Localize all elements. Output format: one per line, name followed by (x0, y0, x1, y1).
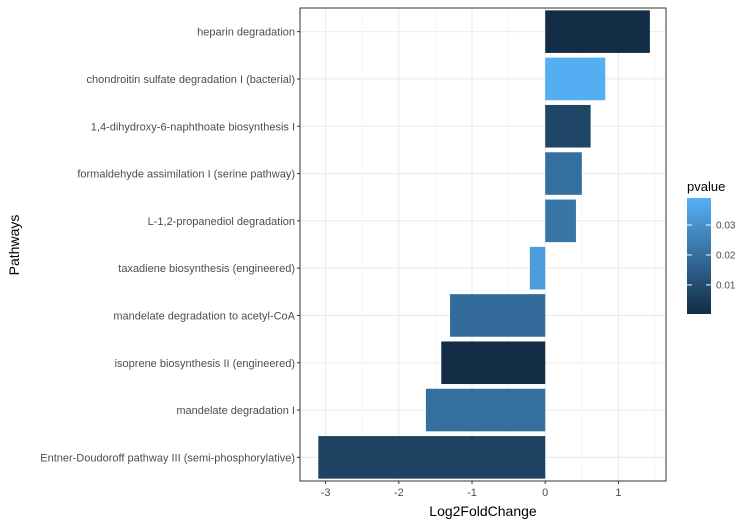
bar (545, 152, 582, 195)
bar (529, 246, 546, 290)
bar (545, 10, 650, 53)
y-tick-label: mandelate degradation I (176, 405, 295, 417)
x-tick-label: 0 (542, 487, 548, 499)
y-tick-label: Entner-Doudoroff pathway III (semi-phosp… (40, 452, 295, 464)
legend: pvalue 0.01 0.02 0.03 (687, 179, 736, 314)
bar (441, 341, 546, 385)
bar (318, 436, 546, 479)
legend-title: pvalue (687, 179, 725, 194)
plot-border (299, 7, 667, 482)
y-axis-title: Pathways (6, 215, 22, 276)
x-axis-title: Log2FoldChange (429, 503, 537, 519)
y-tick-label: mandelate degradation to acetyl-CoA (113, 310, 295, 322)
x-tick-label: -3 (321, 487, 331, 499)
x-tick-label: 1 (615, 487, 621, 499)
x-axis: -3 -2 -1 0 1 (321, 481, 621, 499)
bar (545, 57, 606, 101)
y-tick-label: chondroitin sulfate degradation I (bacte… (86, 74, 295, 86)
bar (545, 104, 591, 148)
y-tick-label: formaldehyde assimilation I (serine path… (77, 169, 295, 181)
legend-tick-label: 0.03 (716, 220, 736, 231)
bar (425, 388, 546, 432)
bar (545, 199, 576, 243)
y-tick-label: L-1,2-propanediol degradation (148, 216, 295, 228)
x-tick-label: -1 (467, 487, 477, 499)
y-tick-label: taxadiene biosynthesis (engineered) (118, 263, 295, 275)
legend-tick-label: 0.01 (716, 280, 736, 291)
legend-colorbar (687, 198, 711, 314)
x-tick-label: -2 (394, 487, 404, 499)
y-tick-label: isoprene biosynthesis II (engineered) (115, 358, 295, 370)
y-axis: heparin degradation chondroitin sulfate d… (40, 27, 300, 464)
y-tick-label: heparin degradation (197, 27, 295, 39)
legend-tick-label: 0.02 (716, 250, 736, 261)
bar (450, 294, 546, 337)
bars (318, 10, 650, 479)
y-tick-label: 1,4-dihydroxy-6-naphthoate biosynthesis … (91, 121, 295, 133)
